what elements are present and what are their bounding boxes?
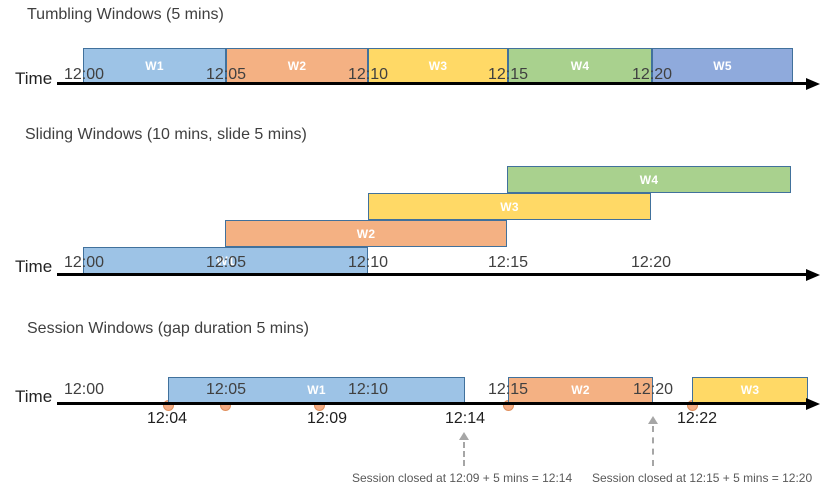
tumbling-window-w4: W4 [508, 48, 652, 83]
dashed-line [652, 426, 654, 466]
timeline-axis [57, 273, 808, 276]
session-close-annotation-2: Session closed at 12:15 + 5 mins = 12:20 [592, 471, 813, 485]
sliding-window-w2: W2 [225, 220, 507, 247]
tick-label: 12:05 [205, 66, 247, 83]
event-time-label: 12:22 [676, 410, 718, 427]
tumbling-window-w5: W5 [652, 48, 793, 83]
window-label: W3 [500, 199, 519, 214]
window-label: W1 [216, 253, 235, 268]
tick-label: 12:00 [63, 254, 105, 271]
sliding-window-w1: W1 [83, 247, 368, 274]
event-time-label: 12:14 [444, 410, 486, 427]
window-label: W3 [740, 383, 760, 397]
timeline-arrowhead-icon [806, 269, 820, 281]
window-label: W1 [145, 58, 164, 73]
arrow-up-icon [459, 432, 469, 440]
tick-label: 12:15 [487, 254, 529, 271]
tick-label: 12:15 [487, 381, 529, 398]
dashed-line [463, 442, 465, 466]
window-label: W5 [713, 58, 732, 73]
window-label: W2 [356, 226, 376, 241]
window-label: W1 [307, 383, 326, 397]
window-label: W3 [428, 58, 448, 73]
timeline-axis [57, 82, 808, 85]
tick-label: 12:05 [205, 381, 247, 398]
session-windows-title: Session Windows (gap duration 5 mins) [27, 320, 309, 337]
sliding-time-axis-label: Time [15, 257, 53, 276]
timeline-axis [57, 402, 808, 405]
sliding-windows-title: Sliding Windows (10 mins, slide 5 mins) [25, 126, 307, 143]
tick-label: 12:20 [630, 254, 672, 271]
tick-label: 12:10 [347, 66, 389, 83]
arrow-up-icon [648, 416, 658, 424]
session-time-axis-label: Time [15, 387, 53, 406]
tick-label: 12:10 [347, 381, 389, 398]
window-label: W4 [639, 172, 659, 187]
tick-label: 12:05 [205, 254, 247, 271]
event-time-label: 12:09 [306, 410, 348, 427]
tumbling-window-w3: W3 [368, 48, 508, 83]
tick-label: 12:20 [632, 381, 674, 398]
session-window-w1: W1 [168, 377, 465, 403]
tick-label: 12:20 [631, 66, 673, 83]
tumbling-window-w1: W1 [83, 48, 226, 83]
window-label: W4 [570, 58, 590, 73]
sliding-window-w4: W4 [507, 166, 791, 193]
window-label: W2 [571, 383, 590, 397]
tumbling-window-w2: W2 [226, 48, 368, 83]
timeline-arrowhead-icon [806, 78, 820, 90]
session-window-w3: W3 [692, 377, 808, 403]
sliding-window-w3: W3 [368, 193, 651, 220]
session-close-annotation-1: Session closed at 12:09 + 5 mins = 12:14 [352, 471, 573, 485]
window-label: W2 [287, 58, 307, 73]
timeline-arrowhead-icon [806, 398, 820, 410]
tick-label: 12:00 [63, 66, 105, 83]
tick-label: 12:10 [347, 254, 389, 271]
event-time-label: 12:04 [146, 410, 188, 427]
tumbling-windows-title: Tumbling Windows (5 mins) [27, 6, 224, 23]
session-window-w2: W2 [508, 377, 653, 403]
tick-label: 12:00 [63, 381, 105, 398]
tumbling-time-axis-label: Time [15, 69, 53, 88]
tick-label: 12:15 [487, 66, 529, 83]
